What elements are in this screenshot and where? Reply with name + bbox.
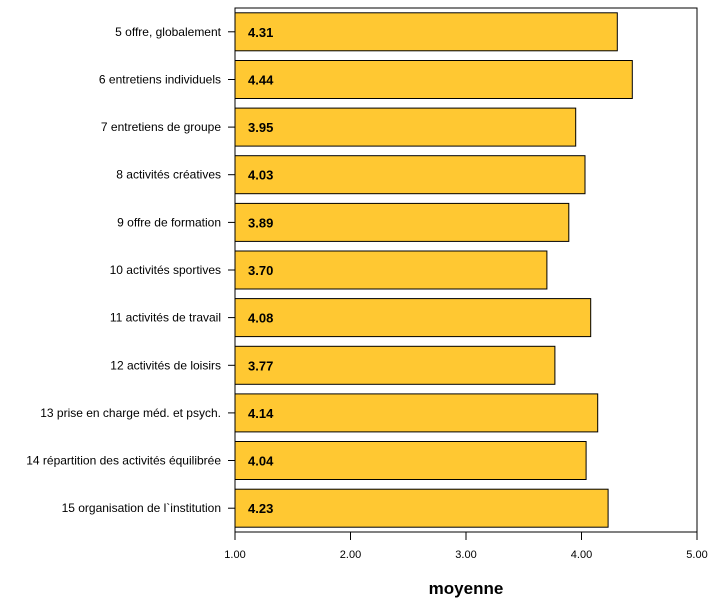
bar-5 bbox=[234, 202, 570, 242]
bar-value-label: 4.23 bbox=[248, 501, 273, 516]
value-labels-group: 4.31 4.44 3.95 4.03 3.89 3.70 4.08 3.77 4.14 4.04… bbox=[248, 25, 274, 516]
category-label: 13 prise en charge méd. et psych. bbox=[40, 406, 221, 420]
category-label: 6 entretiens individuels bbox=[99, 73, 221, 87]
bar-value-label: 4.44 bbox=[248, 73, 274, 88]
x-tick-label: 4.00 bbox=[571, 549, 592, 561]
category-label: 12 activités de loisirs bbox=[110, 358, 221, 372]
category-label: 14 répartition des activités équilibrée bbox=[26, 454, 221, 468]
category-label: 9 offre de formation bbox=[117, 215, 221, 229]
bar-10 bbox=[234, 441, 587, 480]
bar-value-label: 3.77 bbox=[248, 358, 273, 373]
bar-value-label: 3.95 bbox=[248, 120, 273, 135]
bar-9 bbox=[234, 393, 599, 433]
bar-6 bbox=[234, 250, 548, 290]
bar-3 bbox=[234, 107, 577, 147]
category-label: 8 activités créatives bbox=[116, 168, 221, 182]
bar-value-label: 3.89 bbox=[248, 215, 273, 230]
bar-value-label: 3.70 bbox=[248, 263, 273, 278]
category-label: 7 entretiens de groupe bbox=[101, 120, 221, 134]
category-labels-group: 5 offre, globalement 6 entretiens individ… bbox=[26, 25, 221, 515]
bar-7 bbox=[234, 298, 592, 338]
x-tick-label: 5.00 bbox=[686, 549, 707, 561]
bar-value-label: 4.08 bbox=[248, 311, 273, 326]
bar-1 bbox=[234, 12, 618, 52]
bar-value-label: 4.31 bbox=[248, 25, 273, 40]
category-label: 5 offre, globalement bbox=[115, 25, 222, 39]
category-ticks-group bbox=[228, 31, 235, 509]
bar-8 bbox=[234, 345, 556, 385]
x-tick-label: 1.00 bbox=[224, 549, 245, 561]
category-label: 11 activités de travail bbox=[110, 311, 221, 325]
category-label: 10 activités sportives bbox=[110, 263, 221, 277]
x-tick-label: 2.00 bbox=[340, 549, 361, 561]
bars-group bbox=[234, 12, 633, 528]
bar-2 bbox=[234, 60, 633, 99]
bar-value-label: 4.04 bbox=[248, 454, 274, 469]
x-axis-ticks-group: 1.00 2.00 3.00 4.00 5.00 bbox=[224, 532, 708, 561]
x-axis-title: moyenne bbox=[429, 579, 504, 598]
bar-value-label: 4.14 bbox=[248, 406, 274, 421]
x-tick-label: 3.00 bbox=[455, 549, 476, 561]
category-label: 15 organisation de l`institution bbox=[62, 501, 221, 515]
bar-4 bbox=[234, 155, 586, 195]
bar-11 bbox=[234, 488, 609, 528]
bar-value-label: 4.03 bbox=[248, 168, 273, 183]
